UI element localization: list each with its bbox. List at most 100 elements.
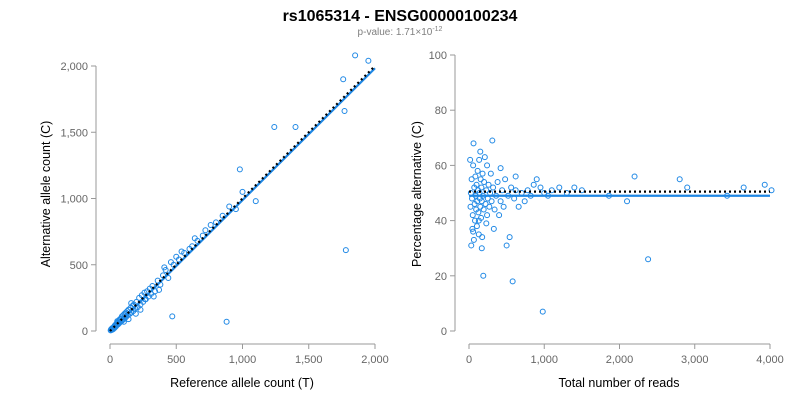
right-scatter-point <box>496 212 503 219</box>
right-scatter-point <box>494 178 501 185</box>
right-scatter-point <box>479 170 486 177</box>
right-scatter-point <box>490 225 497 232</box>
right-scatter-point <box>524 187 531 194</box>
left-y-tick-label: 1,500 <box>60 127 88 139</box>
left-scatter-point <box>156 286 163 293</box>
right-scatter-point <box>475 231 482 238</box>
right-scatter-point <box>515 203 522 210</box>
left-scatter-point <box>365 57 372 64</box>
right-scatter-point <box>473 181 480 188</box>
right-y-tick-label: 80 <box>435 105 447 117</box>
right-scatter-point <box>491 206 498 213</box>
right-x-tick-label: 4,000 <box>756 354 784 366</box>
left-scatter-point <box>239 188 246 195</box>
left-x-tick-label: 0 <box>107 354 113 366</box>
left-scatter-point <box>169 313 176 320</box>
right-scatter-point <box>477 203 484 210</box>
right-scatter-point <box>472 173 479 180</box>
right-scatter-point <box>533 176 540 183</box>
right-data-marks <box>467 137 775 315</box>
left-scatter-point <box>152 288 159 295</box>
right-y-tick-label: 100 <box>429 50 447 62</box>
right-scatter-point <box>645 256 652 263</box>
subtitle-exponent: -12 <box>432 26 442 33</box>
right-scatter-point <box>476 156 483 163</box>
right-scatter-point <box>676 176 683 183</box>
right-scatter-point <box>740 184 747 191</box>
left-scatter-point <box>162 267 169 274</box>
left-y-tick-label: 1,000 <box>60 194 88 206</box>
left-scatter-point <box>137 306 144 313</box>
right-panel: 0 1,000 2,000 3,000 4,000 0 20 40 60 80 100 Total … <box>410 50 784 390</box>
left-scatter-point <box>128 300 135 307</box>
right-axis-ticks: 0 1,000 2,000 3,000 4,000 0 20 40 60 80 100 <box>429 50 784 366</box>
right-scatter-point <box>509 278 516 285</box>
left-axis-ticks: 0 500 1,000 1,500 2,000 0 500 1,000 1,500 2,000 <box>60 61 388 366</box>
right-scatter-point <box>506 234 513 241</box>
left-scatter-point <box>165 275 172 281</box>
right-scatter-point <box>502 176 509 183</box>
right-scatter-point <box>487 170 494 177</box>
left-y-tick-label: 500 <box>70 260 88 272</box>
left-scatter-point <box>271 123 278 130</box>
right-scatter-point <box>482 201 489 208</box>
right-scatter-point <box>684 184 691 191</box>
right-scatter-point <box>475 217 482 224</box>
left-scatter-point <box>236 166 243 173</box>
right-scatter-point <box>481 178 488 185</box>
right-scatter-point <box>474 167 481 174</box>
left-y-axis-label: Alternative allele count (C) <box>39 121 53 268</box>
right-scatter-point <box>539 308 546 315</box>
right-scatter-point <box>477 148 484 155</box>
left-scatter-point <box>226 203 233 210</box>
right-x-tick-label: 3,000 <box>681 354 709 366</box>
right-scatter-point <box>469 212 476 219</box>
right-scatter-point <box>490 184 497 191</box>
right-y-tick-label: 20 <box>435 271 447 283</box>
right-scatter-point <box>548 187 555 194</box>
right-scatter-point <box>497 165 504 172</box>
right-y-tick-label: 40 <box>435 216 447 228</box>
right-scatter-point <box>578 187 585 194</box>
right-scatter-point <box>631 173 638 180</box>
right-scatter-point <box>489 137 496 144</box>
figure-title: rs1065314 - ENSG00000100234 <box>283 8 518 25</box>
right-scatter-point <box>512 173 519 180</box>
right-scatter-point <box>768 187 775 194</box>
left-x-tick-label: 1,500 <box>295 354 323 366</box>
right-scatter-point <box>469 225 476 232</box>
left-scatter-point <box>342 247 349 254</box>
right-scatter-point <box>484 162 491 169</box>
right-scatter-point <box>497 198 504 205</box>
left-scatter-point <box>132 310 139 317</box>
right-x-tick-label: 0 <box>466 354 472 366</box>
left-x-tick-label: 1,000 <box>229 354 257 366</box>
right-scatter-point <box>480 206 487 213</box>
right-y-tick-label: 60 <box>435 160 447 172</box>
right-scatter-point <box>512 187 519 194</box>
right-scatter-point <box>483 187 490 194</box>
right-scatter-point <box>468 242 475 249</box>
right-scatter-point <box>477 176 484 183</box>
left-scatter-point <box>150 293 157 300</box>
right-scatter-point <box>472 217 479 224</box>
left-scatter-point <box>292 123 299 130</box>
right-scatter-point <box>537 184 544 191</box>
right-scatter-point <box>503 242 510 249</box>
left-scatter-point <box>219 212 226 219</box>
right-scatter-point <box>470 162 477 169</box>
right-x-tick-label: 1,000 <box>530 354 558 366</box>
right-y-axis-label: Percentage alternative (C) <box>410 121 424 267</box>
right-scatter-point <box>467 203 474 210</box>
left-panel: 0 500 1,000 1,500 2,000 0 500 1,000 1,500 2,000 R… <box>39 52 389 390</box>
left-scatter-point <box>352 52 359 59</box>
right-x-tick-label: 2,000 <box>606 354 634 366</box>
left-scatter-point <box>341 108 348 115</box>
right-scatter-point <box>470 236 477 243</box>
right-scatter-point <box>470 228 477 235</box>
right-scatter-point <box>556 184 563 191</box>
left-x-axis-label: Reference allele count (T) <box>170 376 314 390</box>
right-scatter-point <box>470 140 477 147</box>
right-scatter-point <box>481 154 488 161</box>
